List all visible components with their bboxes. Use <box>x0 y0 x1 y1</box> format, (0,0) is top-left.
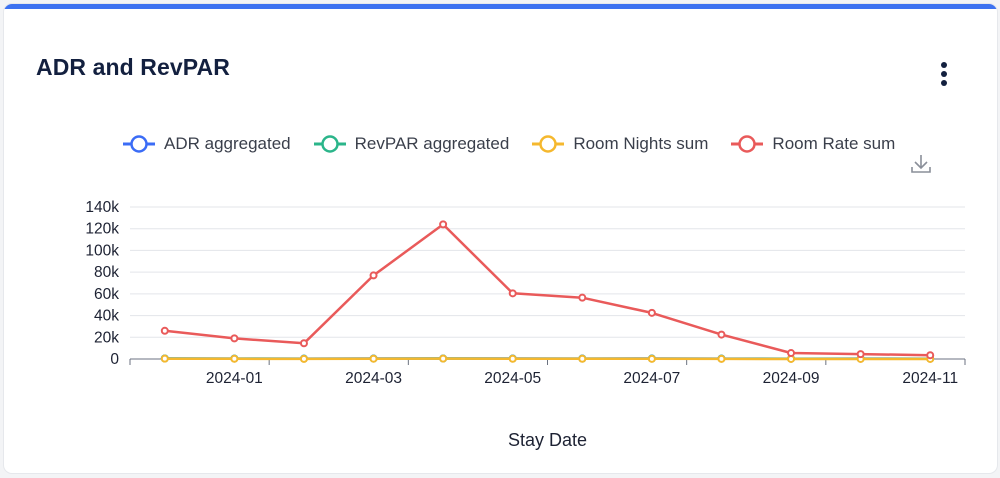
data-point <box>369 354 378 363</box>
legend-item-adr-aggregated[interactable]: ADR aggregated <box>122 134 291 154</box>
data-point <box>856 350 865 359</box>
data-point <box>508 354 517 363</box>
x-axis-title: Stay Date <box>508 430 587 450</box>
legend-swatch-icon <box>532 135 565 153</box>
x-tick-label: 2024-03 <box>345 370 402 387</box>
data-point <box>717 330 726 339</box>
x-tick-label: 2024-01 <box>206 370 263 387</box>
data-point <box>299 354 308 363</box>
legend-swatch-icon <box>313 135 346 153</box>
x-tick-label: 2024-11 <box>902 370 958 387</box>
more-vertical-icon[interactable] <box>937 62 951 88</box>
series-line <box>164 223 931 357</box>
download-icon[interactable] <box>909 152 933 176</box>
card-title: ADR and RevPAR <box>36 54 230 80</box>
legend-label: Room Rate sum <box>772 134 896 153</box>
y-tick-label: 0 <box>110 351 119 368</box>
data-point <box>717 354 726 363</box>
data-point <box>230 354 239 363</box>
legend-swatch-icon <box>731 135 764 153</box>
data-point <box>787 349 796 358</box>
data-point <box>439 354 448 363</box>
legend-item-room-nights-sum[interactable]: Room Nights sum <box>531 134 708 154</box>
legend-label: ADR aggregated <box>164 134 291 153</box>
data-point <box>230 334 239 343</box>
y-tick-label: 60k <box>94 286 119 303</box>
data-point <box>299 339 308 348</box>
legend-swatch-icon <box>123 135 155 153</box>
legend-label: RevPAR aggregated <box>354 134 510 153</box>
series-room-rate-sum <box>160 220 935 360</box>
data-point <box>369 271 378 280</box>
data-point <box>439 220 448 229</box>
legend-label: Room Nights sum <box>573 134 709 153</box>
x-tick-label: 2024-07 <box>623 370 680 387</box>
data-point <box>578 354 587 363</box>
data-point <box>508 289 517 298</box>
data-point <box>160 326 169 335</box>
y-tick-label: 40k <box>94 308 119 325</box>
y-tick-label: 120k <box>85 221 119 238</box>
data-point <box>160 354 169 363</box>
series-room-nights-sum <box>160 354 935 363</box>
x-tick-label: 2024-09 <box>763 370 820 387</box>
x-tick-label: 2024-05 <box>484 370 541 387</box>
y-tick-label: 100k <box>85 242 119 259</box>
data-point <box>578 293 587 302</box>
y-tick-label: 80k <box>94 264 119 281</box>
y-tick-label: 140k <box>85 199 119 216</box>
card-accent-bar <box>4 4 997 9</box>
legend-item-room-rate-sum[interactable]: Room Rate sum <box>730 134 895 154</box>
chart-card: ADR and RevPAR ADR aggregated RevPAR aggr… <box>4 4 997 473</box>
data-point <box>647 308 656 317</box>
legend-item-revpar-aggregated[interactable]: RevPAR aggregated <box>313 134 510 154</box>
data-point <box>926 351 935 360</box>
y-tick-label: 20k <box>94 329 119 346</box>
data-point <box>647 354 656 363</box>
chart-legend: ADR aggregated RevPAR aggregated Room Nigh… <box>122 134 895 154</box>
